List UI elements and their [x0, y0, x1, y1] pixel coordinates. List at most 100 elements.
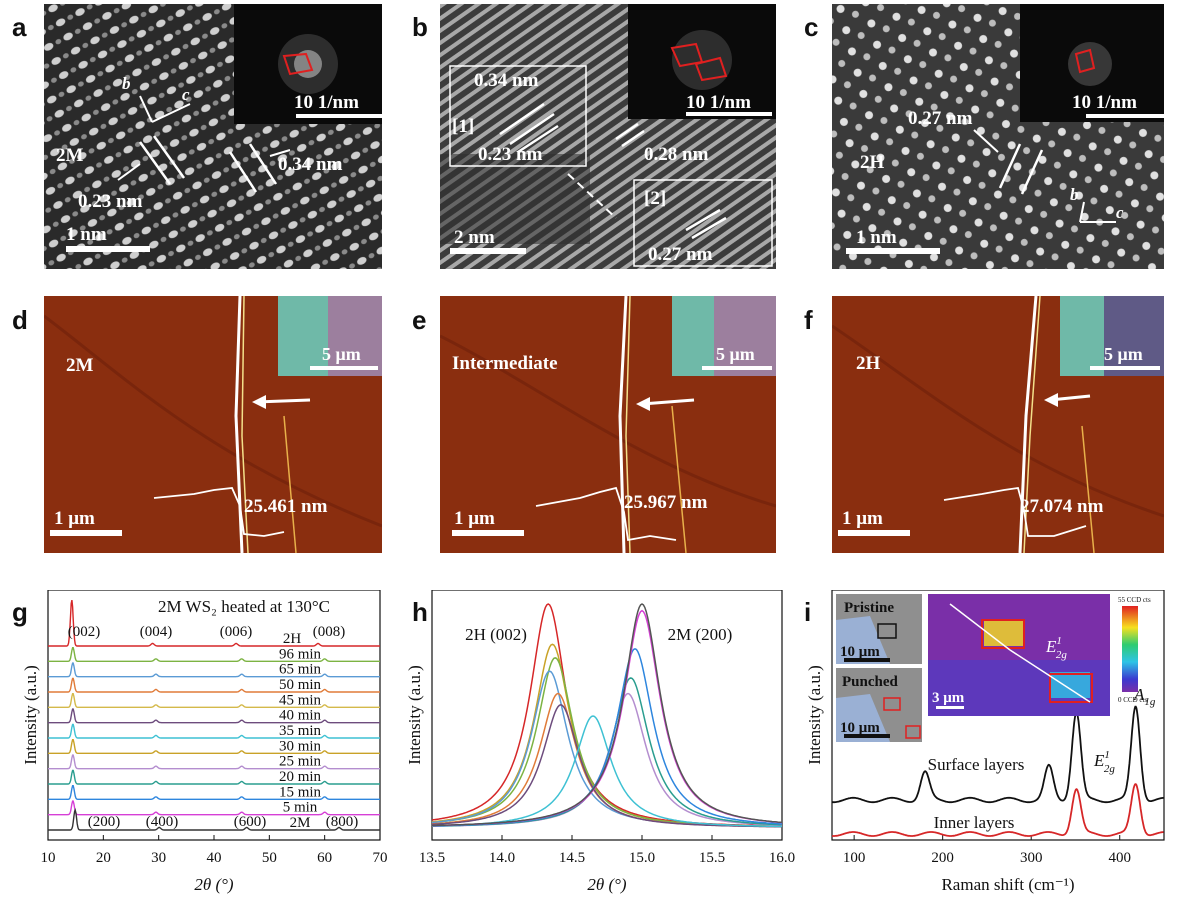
peak-label-2H: (004)	[140, 624, 173, 640]
x-tick-label-g: 50	[262, 850, 277, 866]
x-axis-label-i: Raman shift (cm⁻¹)	[941, 875, 1074, 894]
xrd-series-line	[48, 693, 380, 708]
region-2-label: [2]	[644, 188, 666, 209]
inset-box-pristine	[877, 623, 897, 639]
stem-image-c: 10 1/nm 0.27 nm 2H b c 1 nm	[832, 4, 1164, 269]
panel-letter-e: e	[412, 305, 427, 335]
xrd-zoom-curve	[431, 656, 783, 828]
axis-b-a: b	[122, 74, 131, 93]
inset-flake-punched	[836, 694, 890, 742]
x-tick-label-g: 20	[96, 850, 111, 866]
panel-letter-c: c	[804, 12, 819, 42]
x-tick-label-g: 30	[151, 850, 166, 866]
annotation-2h: 2H (002)	[465, 625, 527, 644]
raman-series-line	[831, 783, 1164, 837]
raman-hotspot-2	[1050, 672, 1090, 698]
fft-scale-b: 10 1/nm	[686, 92, 751, 113]
peak-label-2H: (008)	[313, 624, 346, 640]
scalebar-c: 1 nm	[856, 227, 897, 248]
raman-hotspot-1	[984, 620, 1024, 646]
series-label: 96 min	[279, 646, 322, 662]
afm-image-e: 5 μm Intermediate 25.967 nm 1 μm	[440, 296, 776, 553]
panel-letter-a: a	[12, 12, 27, 42]
y-axis-label-i: Intensity (a.u.)	[805, 665, 824, 765]
inset-flake-pristine	[836, 616, 890, 664]
peak-label-2M: (800)	[326, 814, 359, 830]
xrd-series-line	[48, 647, 380, 662]
step-height-e: 25.967 nm	[624, 492, 708, 513]
d-spacing-034-a: 0.34 nm	[278, 154, 343, 175]
x-tick-label-i: 100	[843, 850, 866, 866]
scalebar-d: 1 μm	[54, 508, 95, 529]
scalebar-f: 1 μm	[842, 508, 883, 529]
raman-series-line	[831, 705, 1164, 804]
series-label: 15 min	[279, 784, 322, 800]
map-scalebar	[936, 706, 964, 709]
x-tick-label-h: 14.0	[489, 850, 515, 866]
x-tick-label-h: 15.5	[699, 850, 725, 866]
raman-chart-i: 100 200 300 400 Raman shift (cm⁻¹) Intensity …	[805, 590, 1165, 894]
map-box-2	[1049, 673, 1093, 703]
chart-title-g: 2M WS₂ heated at 130°C	[158, 597, 330, 616]
inset-scalebar-pristine	[844, 658, 890, 662]
xrd-zoom-curve	[431, 603, 783, 827]
inset-scale-e: 5 μm	[716, 344, 755, 364]
scalebar-e: 1 μm	[454, 508, 495, 529]
fft-scale-a: 10 1/nm	[294, 92, 359, 113]
inset-label-punched: Punched	[842, 674, 899, 690]
map-scale-label: 3 μm	[932, 690, 965, 706]
peak-label-2H: (006)	[220, 624, 253, 640]
x-tick-label-g: 60	[317, 850, 332, 866]
panel-letter-g: g	[12, 597, 28, 627]
peak-label-2M: (400)	[146, 814, 179, 830]
xrd-series-line	[48, 800, 380, 816]
x-tick-label-i: 300	[1020, 850, 1042, 866]
xrd-series-line	[48, 754, 380, 770]
d-spacing-023-b: 0.23 nm	[478, 144, 543, 165]
scalebar-a: 1 nm	[66, 224, 107, 245]
x-tick-label-h: 15.0	[629, 850, 655, 866]
xrd-chart-h: 13.5 14.0 14.5 15.0 15.5 16.0 2θ (°) Intensity …	[405, 590, 795, 894]
d-spacing-027-c: 0.27 nm	[908, 108, 973, 129]
inset-scale-d: 5 μm	[322, 344, 361, 364]
xrd-series-line	[48, 723, 380, 739]
d-spacing-023-a: 0.23 nm	[78, 191, 143, 212]
colorbar-max: 55 CCD cts	[1118, 596, 1151, 604]
inset-scale-pristine: 10 μm	[840, 644, 880, 660]
x-tick-label-i: 400	[1108, 850, 1131, 866]
axis-c-c: c	[1116, 203, 1124, 222]
x-tick-label-h: 16.0	[769, 850, 795, 866]
afm-svg-e: 5 μm Intermediate 25.967 nm 1 μm	[440, 296, 776, 553]
stem-image-b: 10 1/nm 0.34 nm [1] 0.23 nm 0.28 nm [2] …	[440, 4, 776, 269]
stem-svg-b: 10 1/nm 0.34 nm [1] 0.23 nm 0.28 nm [2] …	[440, 4, 776, 269]
xrd-series-line	[48, 708, 380, 724]
peak-label-2H: (002)	[68, 624, 101, 640]
xrd-series-line	[48, 677, 380, 693]
afm-svg-d: 5 μm 2M 25.461 nm 1 μm	[44, 296, 382, 553]
peak-label-2M: (200)	[88, 814, 121, 830]
x-tick-label-h: 14.5	[559, 850, 585, 866]
x-tick-label-i: 200	[931, 850, 954, 866]
d-spacing-034-b: 0.34 nm	[474, 70, 539, 91]
xrd-series-line	[48, 769, 380, 785]
axis-c-a: c	[182, 85, 190, 104]
series-label: 20 min	[279, 769, 322, 785]
inset-label-pristine: Pristine	[844, 600, 894, 616]
series-label: 35 min	[279, 723, 322, 739]
colorbar-min: 0 CCD cts	[1118, 696, 1147, 704]
x-axis-label-g: 2θ (°)	[194, 875, 234, 894]
xrd-chart-g: 10 20 30 40 50 60 70 2θ (°) Intensity (a.u.) 2M W…	[21, 590, 388, 894]
x-tick-label-g: 10	[41, 850, 56, 866]
inset-box-punched-1	[883, 697, 901, 711]
phase-label-c: 2H	[860, 152, 885, 173]
series-label-inner: Inner layers	[934, 813, 1015, 832]
panel-letter-d: d	[12, 305, 28, 335]
series-label: 2H	[283, 631, 302, 647]
map-label: E1 2g	[1045, 635, 1067, 661]
xrd-series-line	[48, 662, 380, 678]
xrd-series-line	[48, 599, 380, 647]
series-label: 40 min	[279, 708, 322, 724]
stem-image-a: 10 1/nm b c 2M 0.23 nm 0.34 nm 1 nm	[44, 4, 382, 269]
series-label: 50 min	[279, 677, 322, 693]
afm-image-f: 5 μm 2H 27.074 nm 1 μm	[832, 296, 1164, 553]
